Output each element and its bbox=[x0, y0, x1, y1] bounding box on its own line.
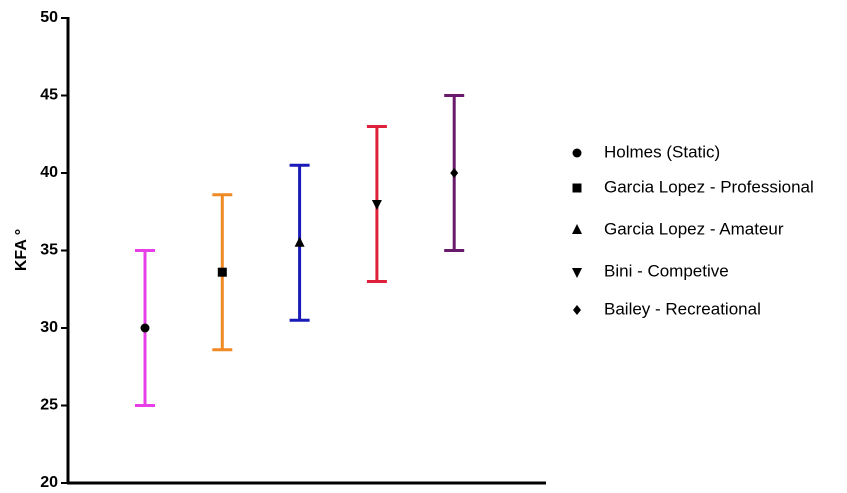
y-tick-label: 30 bbox=[40, 319, 58, 336]
y-tick-label: 50 bbox=[40, 9, 58, 26]
legend-marker bbox=[572, 268, 582, 278]
y-tick-label: 35 bbox=[40, 242, 58, 259]
marker bbox=[371, 200, 382, 210]
marker bbox=[294, 236, 305, 247]
legend-label: Bailey - Recreational bbox=[604, 299, 761, 318]
y-tick-label: 40 bbox=[40, 164, 58, 181]
marker bbox=[450, 168, 459, 178]
legend-marker bbox=[573, 305, 581, 315]
legend-marker bbox=[572, 148, 582, 158]
marker bbox=[140, 323, 150, 333]
y-tick-label: 45 bbox=[40, 87, 58, 104]
legend-label: Bini - Competive bbox=[604, 261, 729, 280]
legend-marker bbox=[572, 183, 582, 193]
y-tick-label: 20 bbox=[40, 474, 58, 491]
y-tick-label: 25 bbox=[40, 397, 58, 414]
legend-label: Garcia Lopez - Professional bbox=[604, 177, 814, 196]
legend-label: Garcia Lopez - Amateur bbox=[604, 219, 784, 238]
legend-label: Holmes (Static) bbox=[604, 142, 720, 161]
legend-marker bbox=[572, 224, 582, 234]
marker bbox=[217, 267, 227, 277]
y-axis-label: KFA ° bbox=[13, 229, 30, 271]
